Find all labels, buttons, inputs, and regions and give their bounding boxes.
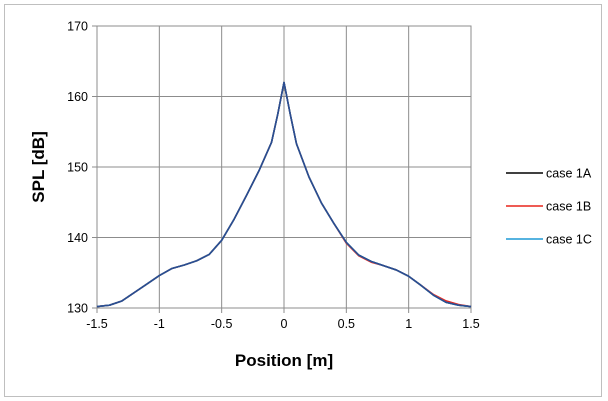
legend-label: case 1A	[546, 167, 592, 181]
x-tick-label: -0.5	[211, 317, 233, 331]
y-tick-label: 150	[67, 161, 88, 175]
series-lines	[96, 81, 472, 308]
legend-label: case 1B	[546, 200, 591, 214]
series-overlap-line	[96, 81, 472, 308]
chart-frame	[4, 4, 602, 397]
x-tick-label: 0	[281, 317, 288, 331]
x-tick-label: -1	[154, 317, 165, 331]
y-tick-label: 170	[67, 20, 88, 34]
x-tick-label: 1.5	[462, 317, 479, 331]
legend-label: case 1C	[546, 233, 592, 247]
plot-area-border	[96, 25, 472, 309]
x-axis-title: Position [m]	[235, 351, 333, 370]
y-axis-title: SPL [dB]	[29, 131, 48, 202]
x-tick-label: -1.5	[86, 317, 108, 331]
y-tick-label: 140	[67, 231, 88, 245]
legend: case 1A case 1B case 1C	[506, 167, 592, 247]
x-tick-label: 0.5	[338, 317, 355, 331]
tick-labels: -1.5 -1 -0.5 0 0.5 1 1.5 130 140 150 160 170	[67, 20, 480, 332]
x-tick-label: 1	[405, 317, 412, 331]
y-tick-label: 160	[67, 90, 88, 104]
y-tick-label: 130	[67, 302, 88, 316]
grid	[92, 25, 472, 313]
